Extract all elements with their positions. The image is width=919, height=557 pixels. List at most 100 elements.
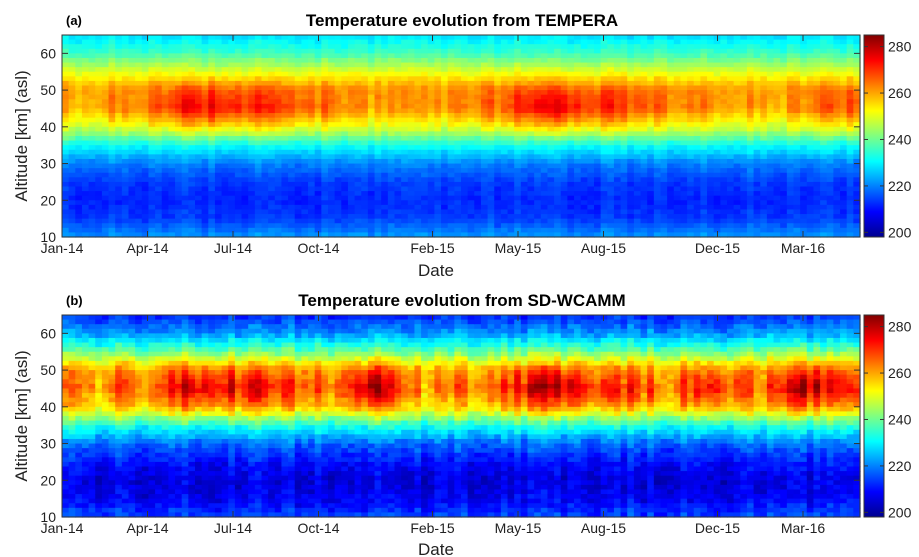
heatmap-cell <box>208 71 216 77</box>
heatmap-cell <box>274 145 283 151</box>
heatmap-cell <box>208 232 216 238</box>
heatmap-cell <box>534 126 542 133</box>
heatmap-cell <box>707 85 715 91</box>
heatmap-cell <box>540 218 549 224</box>
heatmap-cell <box>806 214 815 220</box>
heatmap-cell <box>554 181 562 188</box>
heatmap-cell <box>673 108 682 114</box>
heatmap-cell <box>494 76 502 82</box>
heatmap-cell <box>480 232 489 238</box>
heatmap-cell <box>467 168 475 174</box>
heatmap-cell <box>195 57 203 64</box>
heatmap-cell <box>780 158 788 165</box>
heatmap-cell <box>520 126 529 133</box>
heatmap-cell <box>347 44 356 50</box>
heatmap-cell <box>241 76 249 82</box>
heatmap-cell <box>653 200 662 206</box>
heatmap-cell <box>254 154 263 160</box>
heatmap-cell <box>361 108 369 114</box>
heatmap-cell <box>480 177 489 183</box>
heatmap-cell <box>128 200 136 206</box>
heatmap-cell <box>733 35 741 41</box>
heatmap-cell <box>567 35 575 41</box>
heatmap-cell <box>647 154 655 160</box>
heatmap-cell <box>234 131 243 137</box>
heatmap-cell <box>680 140 688 146</box>
heatmap-cell <box>727 53 735 59</box>
heatmap-cell <box>467 99 475 105</box>
heatmap-cell <box>520 108 529 114</box>
heatmap-cell <box>234 191 243 197</box>
heatmap-cell <box>667 99 675 105</box>
heatmap-cell <box>667 62 675 68</box>
heatmap-cell <box>188 131 196 137</box>
heatmap-cell <box>793 163 801 169</box>
heatmap-cell <box>141 136 150 142</box>
heatmap-cell <box>308 103 316 110</box>
heatmap-cell <box>234 172 243 178</box>
heatmap-cell <box>434 35 442 41</box>
heatmap-cell <box>640 108 648 114</box>
heatmap-cell <box>121 85 130 91</box>
heatmap-cell <box>108 168 116 174</box>
heatmap-cell <box>447 168 455 174</box>
heatmap-cell <box>407 94 416 100</box>
heatmap-cell <box>653 117 662 123</box>
heatmap-cell <box>500 80 509 87</box>
heatmap-cell <box>374 172 382 178</box>
heatmap-cell <box>407 35 416 41</box>
heatmap-cell <box>487 117 495 123</box>
heatmap-cell <box>733 67 741 73</box>
heatmap-cell <box>387 99 396 105</box>
heatmap-cell <box>740 71 748 77</box>
heatmap-cell <box>208 126 216 133</box>
heatmap-cell <box>806 158 815 165</box>
heatmap-cell <box>687 200 695 206</box>
heatmap-cell <box>647 191 655 197</box>
heatmap-cell <box>228 126 236 133</box>
heatmap-cell <box>161 136 169 142</box>
heatmap-cell <box>700 53 708 59</box>
heatmap-cell <box>700 85 708 91</box>
heatmap-cell <box>401 113 409 119</box>
heatmap-cell <box>68 80 76 87</box>
heatmap-cell <box>680 53 688 59</box>
heatmap-cell <box>387 154 396 160</box>
heatmap-cell <box>527 181 535 188</box>
heatmap-cell <box>540 67 549 73</box>
heatmap-cell <box>407 57 416 64</box>
heatmap-cell <box>228 223 236 229</box>
heatmap-cell <box>407 181 416 188</box>
heatmap-cell <box>68 35 76 41</box>
heatmap-cell <box>75 172 83 178</box>
heatmap-cell <box>740 76 748 82</box>
heatmap-cell <box>600 218 608 224</box>
heatmap-cell <box>121 204 130 211</box>
heatmap-cell <box>121 195 130 201</box>
heatmap-cell <box>334 181 342 188</box>
heatmap-cell <box>427 57 435 64</box>
heatmap-cell <box>540 131 549 137</box>
heatmap-cell <box>773 232 781 238</box>
heatmap-cell <box>175 76 183 82</box>
heatmap-cell <box>753 85 761 91</box>
heatmap-cell <box>780 145 788 151</box>
heatmap-cell <box>660 158 668 165</box>
heatmap-cell <box>474 44 482 50</box>
heatmap-cell <box>68 172 76 178</box>
heatmap-cell <box>793 90 801 96</box>
heatmap-cell <box>341 163 349 169</box>
heatmap-cell <box>367 71 376 77</box>
heatmap-cell <box>733 131 741 137</box>
heatmap-cell <box>254 48 263 54</box>
heatmap-cell <box>793 76 801 82</box>
heatmap-cell <box>155 214 163 220</box>
heatmap-cell <box>248 177 256 183</box>
heatmap-cell <box>308 44 316 50</box>
heatmap-cell <box>766 39 775 45</box>
heatmap-cell <box>81 80 90 87</box>
heatmap-cell <box>281 204 289 211</box>
heatmap-cell <box>135 223 143 229</box>
heatmap-cell <box>155 195 163 201</box>
heatmap-cell <box>793 62 801 68</box>
